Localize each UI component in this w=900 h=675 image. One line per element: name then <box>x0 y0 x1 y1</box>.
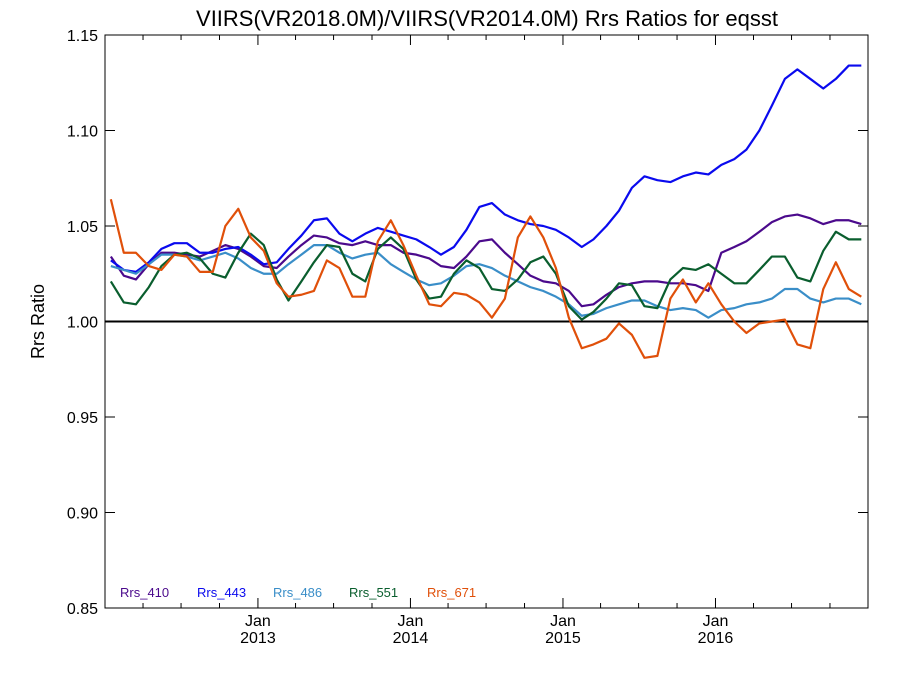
legend-entry-rrs-410: Rrs_410 <box>120 585 169 600</box>
x-tick-label-month: Jan <box>550 613 576 630</box>
legend-entry-rrs-671: Rrs_671 <box>427 585 476 600</box>
legend: Rrs_410 Rrs_443 Rrs_486 Rrs_551 Rrs_671 <box>120 585 476 600</box>
x-tick-label-year: 2015 <box>545 630 581 647</box>
y-tick-label: 1.15 <box>67 28 98 45</box>
series-line-rrs-671 <box>109 199 862 359</box>
series-lines <box>109 64 862 359</box>
x-tick-label-year: 2016 <box>698 630 734 647</box>
series-line-rrs-551 <box>109 230 862 321</box>
y-tick-label: 1.05 <box>67 219 98 236</box>
series-line-rrs-443 <box>110 64 862 273</box>
x-tick-label-year: 2013 <box>240 630 276 647</box>
y-tick-label: 0.85 <box>67 601 98 618</box>
legend-entry-rrs-551: Rrs_551 <box>349 585 398 600</box>
y-tick-label: 1.10 <box>67 124 98 141</box>
y-tick-label: 0.95 <box>67 410 98 427</box>
legend-entry-rrs-443: Rrs_443 <box>197 585 246 600</box>
legend-entry-rrs-486: Rrs_486 <box>273 585 322 600</box>
chart-title: VIIRS(VR2018.0M)/VIIRS(VR2014.0M) Rrs Ra… <box>196 6 778 31</box>
x-tick-label-month: Jan <box>398 613 424 630</box>
axis-ticks: 0.850.900.951.001.051.101.15Jan2013Jan20… <box>67 28 868 647</box>
y-tick-label: 1.00 <box>67 315 98 332</box>
x-tick-label-year: 2014 <box>393 630 429 647</box>
x-tick-label-month: Jan <box>245 613 271 630</box>
y-tick-label: 0.90 <box>67 506 98 523</box>
series-line-rrs-410 <box>109 213 862 308</box>
y-axis-label: Rrs Ratio <box>28 284 48 359</box>
x-tick-label-month: Jan <box>703 613 729 630</box>
